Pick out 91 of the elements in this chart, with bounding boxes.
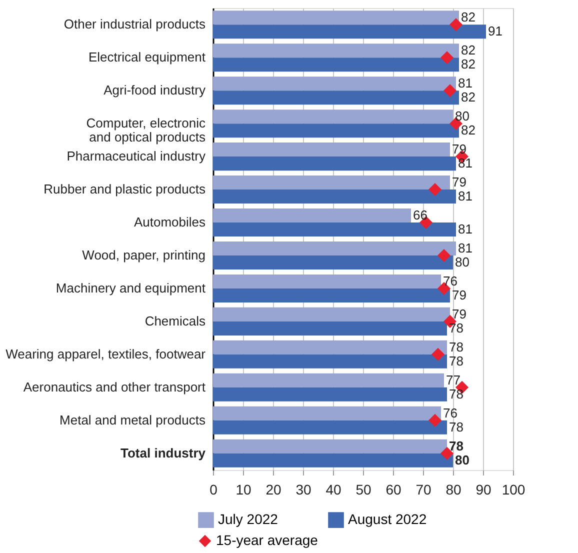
y-tick-label: Metal and metal products	[60, 412, 206, 428]
bar	[213, 24, 486, 39]
y-tick-label: Other industrial products	[64, 16, 206, 32]
point	[440, 51, 454, 64]
data-label: 78	[449, 339, 464, 354]
bar	[213, 373, 444, 388]
data-label: 80	[455, 108, 470, 124]
bar	[213, 453, 453, 468]
bar	[213, 208, 411, 223]
x-tick-label: 10	[236, 482, 252, 498]
data-label: 81	[458, 156, 472, 171]
data-label: 78	[449, 419, 464, 434]
x-tick-label: 90	[476, 482, 492, 498]
y-tick-label: Machinery and equipment	[56, 280, 206, 296]
bar	[213, 190, 456, 204]
bar	[213, 241, 456, 256]
bar	[213, 255, 453, 270]
data-label: 82	[461, 122, 476, 138]
data-label: 80	[455, 452, 470, 468]
bar	[213, 274, 441, 288]
x-tick-label: 30	[296, 482, 312, 498]
data-label: 79	[452, 306, 466, 322]
bar	[213, 156, 456, 171]
y-tick-label: Electrical equipment	[88, 50, 206, 65]
data-label: 80	[455, 254, 470, 270]
bar	[213, 307, 450, 322]
x-tick-label: 20	[266, 482, 282, 498]
bar	[213, 176, 450, 190]
point	[428, 183, 442, 196]
bar	[213, 142, 450, 157]
point	[437, 248, 451, 262]
data-label: 81	[458, 188, 472, 204]
data-label: 78	[449, 438, 464, 454]
legend-label: August 2022	[348, 511, 427, 528]
x-tick-label: 100	[502, 482, 526, 498]
data-label: 81	[458, 240, 472, 256]
legend-label: 15-year average	[216, 532, 318, 548]
data-label: 76	[443, 405, 458, 420]
data-label: 76	[443, 273, 458, 288]
data-label: 82	[461, 42, 476, 58]
x-tick-label: 60	[386, 482, 402, 498]
x-tick-label: 50	[356, 482, 372, 498]
x-tick-label: 80	[446, 482, 462, 498]
bar	[213, 222, 456, 237]
point	[428, 414, 442, 427]
data-label: 66	[413, 208, 428, 223]
bar	[213, 406, 441, 420]
data-label: 78	[449, 386, 464, 402]
data-label: 77	[446, 372, 460, 388]
x-tick-label: 0	[210, 482, 218, 498]
data-label: 81	[458, 222, 472, 237]
bar	[213, 76, 456, 91]
y-tick-label: Aeronautics and other transport	[23, 379, 206, 394]
x-tick-label: 70	[416, 482, 432, 498]
bar	[213, 387, 447, 402]
data-label: 79	[452, 287, 466, 302]
data-label: 81	[458, 76, 472, 91]
x-tick-label: 40	[326, 482, 342, 498]
point	[449, 18, 463, 32]
bar	[213, 110, 453, 124]
data-label: 91	[488, 24, 502, 39]
bar	[213, 90, 459, 105]
y-tick-label: Pharmaceutical industry	[66, 148, 206, 164]
bar	[213, 44, 459, 58]
y-tick-label: Automobiles	[134, 214, 206, 230]
bar	[213, 354, 447, 368]
y-tick-label: Agri-food industry	[104, 82, 206, 98]
y-tick-label: Computer, electronic and optical products	[86, 116, 206, 145]
bar	[213, 340, 447, 354]
point	[431, 348, 445, 361]
bar	[213, 58, 459, 72]
data-label: 82	[461, 56, 476, 72]
data-label: 78	[449, 320, 464, 336]
data-label: 79	[452, 142, 466, 157]
y-tick-label: Rubber and plastic products	[44, 182, 206, 197]
y-tick-label: Wearing apparel, textiles, footwear	[6, 346, 206, 362]
bar	[213, 439, 447, 454]
data-label: 82	[461, 90, 476, 105]
point	[443, 84, 457, 98]
bar	[213, 10, 459, 25]
y-tick-label: Chemicals	[144, 313, 206, 328]
y-tick-label: Total industry	[120, 445, 206, 460]
data-label: 78	[449, 353, 464, 368]
bar	[213, 288, 450, 302]
legend-label: July 2022	[218, 511, 278, 528]
y-tick-label: Wood, paper, printing	[82, 247, 206, 262]
data-label: 79	[452, 174, 466, 190]
bar	[213, 124, 459, 138]
bar	[213, 321, 447, 336]
data-label: 82	[461, 10, 476, 25]
bar	[213, 420, 447, 434]
